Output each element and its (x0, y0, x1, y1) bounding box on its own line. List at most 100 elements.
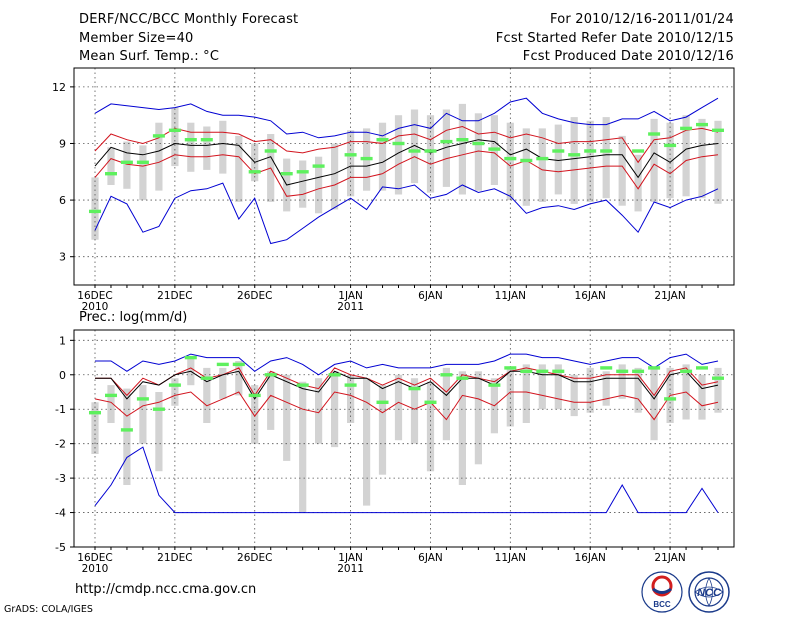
prec-ensemble-box (426, 381, 435, 472)
temp-observed-marker (520, 158, 533, 163)
prec-xtick-label: 21JAN (654, 552, 685, 564)
temp-observed-marker (712, 128, 724, 132)
prec-xtick-label: 11JAN (495, 552, 526, 564)
temp-xtick-label: 21JAN (654, 290, 685, 302)
prec-ensemble-box (714, 367, 722, 413)
temp-ensemble-box (570, 117, 578, 204)
temp-observed-marker (536, 156, 549, 161)
temp-observed-marker (184, 138, 197, 142)
prec-ensemble-box (538, 364, 546, 410)
temp-spread-lower-line (94, 150, 719, 197)
temp-ytick-label: 6 (59, 194, 66, 207)
prec-observed-marker (105, 393, 117, 398)
temp-xtick-year-label: 2011 (337, 301, 364, 313)
prec-observed-marker (376, 400, 389, 404)
prec-ensemble-box (474, 371, 482, 465)
prec-xtick-label: 16JAN (575, 552, 606, 564)
temp-observed-marker (89, 209, 101, 214)
temp-ytick-label: 9 (59, 137, 66, 150)
temp-ensemble-box (650, 118, 658, 202)
temp-ensemble-box (458, 103, 466, 195)
temp-xtick-year-label: 2010 (82, 301, 109, 313)
prec-ytick-label: -1 (55, 403, 66, 416)
prec-ensemble-box (458, 371, 466, 485)
ncc-logo: NCC (688, 571, 730, 613)
prec-ensemble-max-line (95, 353, 719, 376)
temp-plot-frame (73, 67, 735, 286)
prec-ensemble-box (251, 385, 259, 444)
prec-observed-marker (664, 397, 677, 401)
temp-xtick-label: 16JAN (575, 290, 606, 302)
prec-observed-marker (296, 383, 309, 387)
prec-ensemble-box (378, 385, 387, 475)
prec-observed-marker (216, 362, 229, 367)
prec-ensemble-box (235, 361, 243, 396)
prec-ensemble-box (650, 367, 658, 441)
temp-ensemble-box (442, 109, 450, 187)
temp-ensemble-box (139, 145, 147, 201)
prec-ensemble-box (315, 378, 323, 444)
prec-observed-marker (424, 400, 437, 404)
temp-ensemble-box (378, 122, 387, 191)
temp-spread-upper-line (94, 125, 719, 164)
temp-ensemble-box (219, 120, 227, 174)
temp-ensemble-box (602, 117, 610, 199)
prec-ytick-label: 1 (59, 334, 66, 347)
prec-observed-marker (648, 366, 661, 370)
prec-spread-upper-line (95, 367, 719, 397)
prec-xtick-year-label: 2011 (337, 563, 364, 575)
prec-ensemble-box (554, 364, 562, 410)
prec-observed-marker (328, 373, 341, 377)
temp-observed-marker (504, 156, 517, 161)
prec-ensemble-box (634, 367, 642, 413)
temp-ensemble-min-line (94, 182, 719, 245)
prec-observed-marker (89, 411, 101, 415)
prec-observed-marker (616, 369, 629, 373)
temp-observed-marker (552, 149, 565, 153)
temp-observed-marker (376, 138, 389, 142)
temp-observed-marker (600, 149, 613, 153)
prec-ensemble-box (570, 374, 578, 417)
prec-plot-frame (73, 329, 735, 548)
temp-ensemble-box (187, 122, 195, 172)
chart-title: DERF/NCC/BCC Monthly Forecast (79, 12, 299, 27)
temp-observed-marker (488, 147, 501, 151)
prec-spread-lower-line (94, 391, 719, 421)
prec-observed-marker (712, 376, 724, 380)
prec-ensemble-box (410, 378, 419, 444)
temp-observed-marker (680, 126, 693, 131)
prec-ensemble-min-line (94, 446, 719, 514)
prec-observed-marker (680, 369, 693, 373)
temp-observed-marker (248, 170, 261, 174)
temp-ensemble-box (538, 128, 546, 202)
temp-xtick-label: 11JAN (495, 290, 526, 302)
temp-observed-marker (360, 156, 373, 161)
prec-xtick-label: 1JAN (338, 552, 363, 564)
bcc-logo-text: BCC (653, 600, 671, 609)
prec-ensemble-box (506, 367, 514, 427)
temp-ensemble-box (123, 141, 131, 189)
prec-ytick-label: -4 (55, 507, 66, 520)
prec-observed-marker (552, 369, 565, 373)
prec-ensemble-mean-line (95, 370, 719, 400)
temp-ytick-label: 3 (59, 251, 66, 264)
temp-observed-marker (696, 122, 708, 127)
temp-ensemble-max-line (94, 97, 719, 139)
temp-ensemble-box (554, 124, 562, 195)
prec-xtick-label: 26DEC (237, 552, 272, 564)
temperature-variable-label: Mean Surf. Temp.: °C (79, 49, 220, 64)
temp-ensemble-box (331, 143, 339, 210)
temp-ensemble-box (203, 126, 211, 170)
prec-ensemble-box (283, 374, 291, 461)
prec-observed-marker (504, 366, 517, 370)
temp-observed-marker (105, 172, 117, 176)
temp-observed-marker (664, 143, 677, 148)
temp-observed-marker (456, 138, 469, 142)
temp-observed-marker (264, 149, 277, 153)
temp-observed-marker (136, 160, 149, 164)
temp-xtick-label: 21DEC (157, 290, 192, 302)
temp-observed-marker (392, 141, 405, 146)
prec-ensemble-box (219, 367, 227, 399)
temp-observed-marker (584, 149, 597, 153)
footer-url: http://cmdp.ncc.cma.gov.cn (75, 582, 257, 597)
